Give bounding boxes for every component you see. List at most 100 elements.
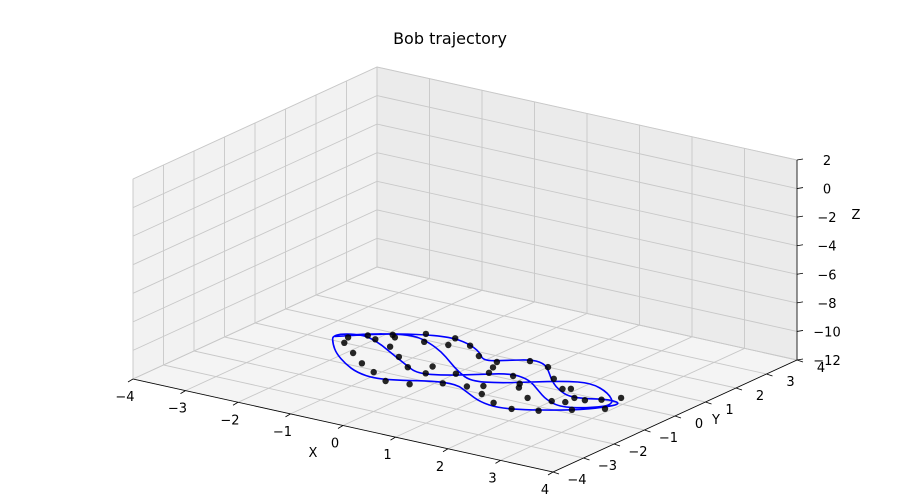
trajectory-point xyxy=(463,383,471,390)
trajectory-point xyxy=(617,394,625,402)
trajectory-point xyxy=(395,353,403,361)
z-tick xyxy=(796,358,804,361)
trajectory-point xyxy=(406,381,413,388)
y-tick xyxy=(552,471,560,475)
trajectory-point xyxy=(526,357,534,365)
tick-labels: −4−3−2−101234−4−3−2−10123420−2−4−6−8−10−… xyxy=(115,154,840,498)
y-tick-label: 1 xyxy=(725,403,733,418)
x-tick-label: 0 xyxy=(331,437,339,452)
trajectory-point xyxy=(571,394,578,402)
x-tick-label: −3 xyxy=(168,402,187,417)
y-tick xyxy=(644,429,651,433)
x-tick-label: −1 xyxy=(273,425,292,440)
trajectory-point xyxy=(422,370,429,377)
y-tick-label: −4 xyxy=(567,473,586,488)
z-tick-label: −2 xyxy=(817,211,836,226)
y-tick xyxy=(583,457,590,461)
x-tick-label: −2 xyxy=(220,413,239,428)
trajectory-point xyxy=(439,380,446,387)
trajectory-point xyxy=(485,369,493,376)
x-tick-label: −4 xyxy=(115,390,134,405)
y-tick-label: 0 xyxy=(695,417,703,432)
x-tick xyxy=(390,436,396,441)
z-tick-label: −6 xyxy=(817,268,836,283)
z-tick-label: 0 xyxy=(823,183,831,198)
trajectory-point xyxy=(550,375,557,382)
trajectory-point xyxy=(478,390,485,398)
trajectory-point xyxy=(548,397,555,405)
trajectory-point xyxy=(341,339,348,346)
x-tick-label: 2 xyxy=(436,460,444,475)
trajectory-point xyxy=(508,405,515,413)
x-tick xyxy=(127,378,134,383)
y-tick xyxy=(766,373,773,377)
y-tick-label: 2 xyxy=(756,389,764,404)
y-tick xyxy=(613,443,621,447)
chart-title: Bob trajectory xyxy=(393,29,507,48)
plot-area xyxy=(331,330,625,414)
x-tick xyxy=(547,471,554,476)
z-tick-label: −8 xyxy=(817,297,836,312)
z-tick-label: −4 xyxy=(817,240,836,255)
trajectory-point xyxy=(452,370,460,377)
x-tick-label: 1 xyxy=(383,448,391,463)
tick-marks xyxy=(127,158,804,476)
grid-lines xyxy=(132,66,798,473)
z-tick xyxy=(796,158,804,161)
z-tick-label: 2 xyxy=(823,154,831,169)
y-tick xyxy=(735,387,743,391)
trajectory-point xyxy=(480,382,487,390)
y-tick-label: −2 xyxy=(628,445,647,460)
trajectory-point xyxy=(382,377,389,385)
trajectory-point xyxy=(544,363,552,371)
y-tick xyxy=(674,415,682,419)
y-tick xyxy=(705,401,712,405)
trajectory-point xyxy=(344,334,352,341)
trajectory-point xyxy=(445,341,452,349)
y-tick-label: −3 xyxy=(598,459,617,474)
y-tick-label: 3 xyxy=(786,375,794,390)
x-tick xyxy=(442,448,449,453)
trajectory-point xyxy=(509,372,517,380)
z-tick xyxy=(796,301,804,304)
z-gridline xyxy=(132,152,798,266)
z-tick xyxy=(796,215,804,218)
trajectory-point xyxy=(601,405,609,412)
x-tick xyxy=(495,460,501,464)
trajectory-point xyxy=(535,407,542,414)
trajectory-point xyxy=(562,398,569,406)
x-tick-label: 3 xyxy=(488,471,496,486)
z-gridline xyxy=(132,66,798,180)
trajectory-point xyxy=(567,385,575,392)
y-tick-label: −1 xyxy=(659,431,678,446)
z-gridline xyxy=(132,209,798,323)
trajectory-point xyxy=(404,364,411,371)
z-tick xyxy=(796,244,804,247)
trajectory-point xyxy=(391,334,399,341)
trajectory-point xyxy=(516,380,523,387)
z-gridline xyxy=(132,95,798,209)
z-gridline xyxy=(132,123,798,237)
trajectory-point xyxy=(372,336,379,343)
y-axis-label: Y xyxy=(711,413,720,428)
trajectory-point xyxy=(490,399,497,406)
z-tick xyxy=(796,272,804,275)
z-tick-label: −10 xyxy=(813,325,840,340)
x-tick xyxy=(337,425,344,429)
trajectory-point xyxy=(489,364,497,371)
x-tick-label: 4 xyxy=(541,483,549,498)
z-axis-label: Z xyxy=(852,208,861,223)
trajectory-point xyxy=(452,335,459,342)
z-tick xyxy=(796,330,804,332)
trajectory-point xyxy=(421,338,428,345)
trajectory-point xyxy=(364,332,371,339)
trajectory-point xyxy=(581,397,589,404)
trajectory-point xyxy=(370,368,377,376)
trajectory-point xyxy=(386,343,394,350)
z-tick-label: −12 xyxy=(813,354,840,369)
trajectory-point xyxy=(598,396,605,403)
x-tick xyxy=(285,413,291,418)
x-tick xyxy=(232,401,239,406)
z-gridline xyxy=(132,237,798,351)
